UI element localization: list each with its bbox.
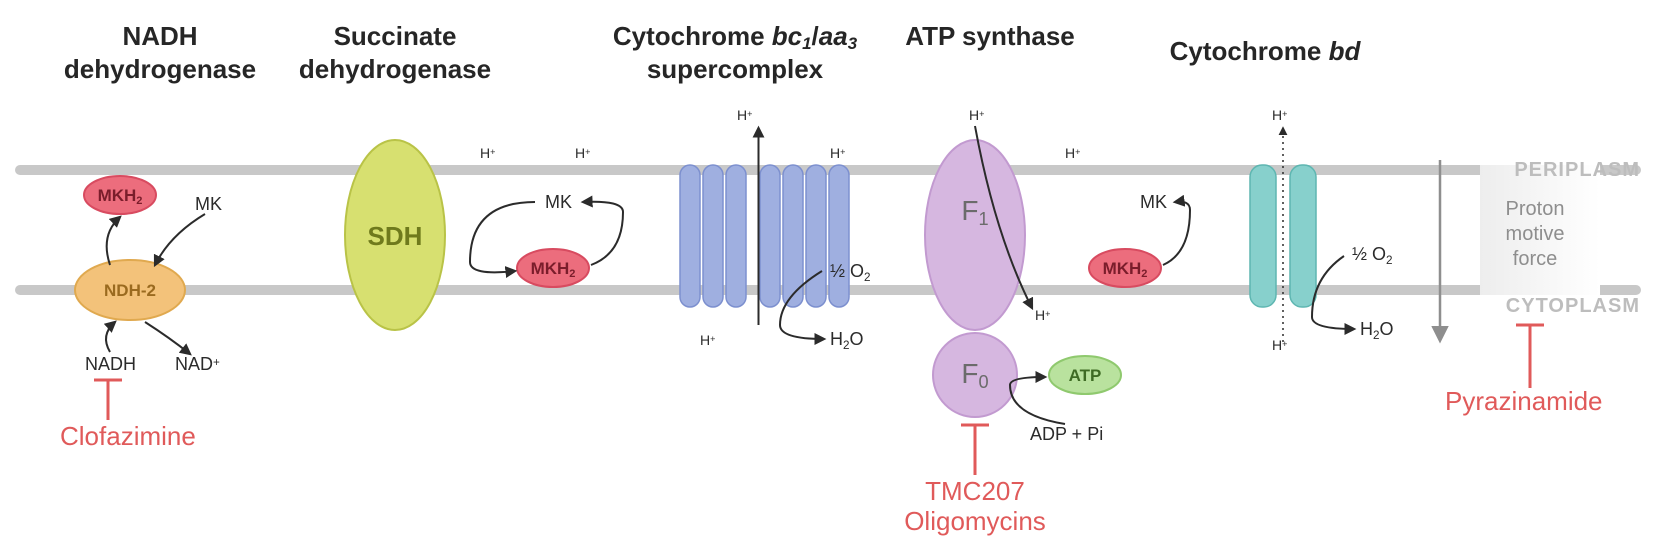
pmf-label-3: force	[1513, 248, 1557, 270]
membrane	[20, 170, 1636, 290]
ndh2-nad: NAD+	[175, 354, 220, 374]
ndh2-nadh: NADH	[85, 354, 136, 374]
tmc207-l1: TMC207	[925, 476, 1025, 506]
sdh-hplus-right: H+	[575, 145, 590, 161]
ndh2-to-nad	[145, 322, 190, 354]
hdr-sdh-l2: dehydrogenase	[299, 54, 491, 84]
cytoplasm-label: CYTOPLASM	[1506, 295, 1640, 317]
atp-mk: MK	[1140, 192, 1167, 212]
bc1-hplus-top: H+	[737, 107, 752, 123]
bd-hplus-bot: H+	[1272, 337, 1287, 353]
hdr-ndh-l1: NADH	[122, 21, 197, 51]
bd-o2: ½ O2	[1352, 244, 1393, 267]
headers: NADHdehydrogenaseSuccinatedehydrogenaseC…	[64, 21, 1362, 84]
bc1-o2: ½ O2	[830, 261, 871, 284]
hdr-atp-l1: ATP synthase	[905, 21, 1075, 51]
bc1-hplus-bot: H+	[700, 332, 715, 348]
atp-hplus-top: H+	[969, 107, 984, 123]
periplasm-label: PERIPLASM	[1514, 159, 1640, 181]
hdr-bd: Cytochrome bd	[1170, 36, 1362, 66]
atp-mkh2-label: MKH2	[1103, 259, 1148, 280]
hdr-bc1-l1: Cytochrome bc1/aa3	[613, 21, 858, 53]
sdh-hplus-left: H+	[480, 145, 495, 161]
sdh-mkh2-to-mk	[583, 202, 623, 265]
bc1-pillar	[703, 165, 723, 307]
mk-to-ndh2	[155, 214, 205, 265]
bc1-pillar	[760, 165, 780, 307]
sdh-mkh2-label: MKH2	[531, 259, 576, 280]
bc1-h2o: H2O	[830, 329, 864, 352]
hdr-ndh-l2: dehydrogenase	[64, 54, 256, 84]
bc1-pillar	[829, 165, 849, 307]
atp-f1	[925, 140, 1025, 330]
ndh2-body-label: NDH-2	[104, 281, 156, 300]
ndh2-to-mkh2	[107, 217, 120, 265]
bc1-hplus-right: H+	[830, 145, 845, 161]
bd-h2o: H2O	[1360, 319, 1394, 342]
tmc207-l2: Oligomycins	[904, 506, 1046, 536]
ndh2-mk: MK	[195, 194, 222, 214]
sdh-mk: MK	[545, 192, 572, 212]
pyrazinamide-label: Pyrazinamide	[1445, 386, 1603, 416]
atp-hplus-bot: H+	[1035, 307, 1050, 323]
bc1-pillar	[726, 165, 746, 307]
atp-adp: ADP + Pi	[1030, 424, 1103, 444]
atp-atp-pill-label: ATP	[1069, 366, 1102, 385]
atp-hplus-right: H+	[1065, 145, 1080, 161]
etc-diagram: Proton motive force PERIPLASM CYTOPLASM …	[0, 0, 1656, 540]
pmf-label-2: motive	[1506, 223, 1565, 245]
nadh-to-ndh2	[106, 322, 115, 352]
hdr-sdh-l1: Succinate	[334, 21, 457, 51]
bc1-pillar	[680, 165, 700, 307]
bc1-pillar	[783, 165, 803, 307]
bd-hplus-top: H+	[1272, 107, 1287, 123]
atp-mkh2-to-mk	[1163, 202, 1190, 265]
pmf-label-1: Proton	[1506, 198, 1565, 220]
ndh2-mkh2-label: MKH2	[98, 186, 143, 207]
bc1-pillar	[806, 165, 826, 307]
bd-pillar-2	[1290, 165, 1316, 307]
clofazimine-label: Clofazimine	[60, 421, 196, 451]
sdh-body-label: SDH	[368, 221, 423, 251]
hdr-bc1-l2: supercomplex	[647, 54, 824, 84]
bd-pillar-1	[1250, 165, 1276, 307]
